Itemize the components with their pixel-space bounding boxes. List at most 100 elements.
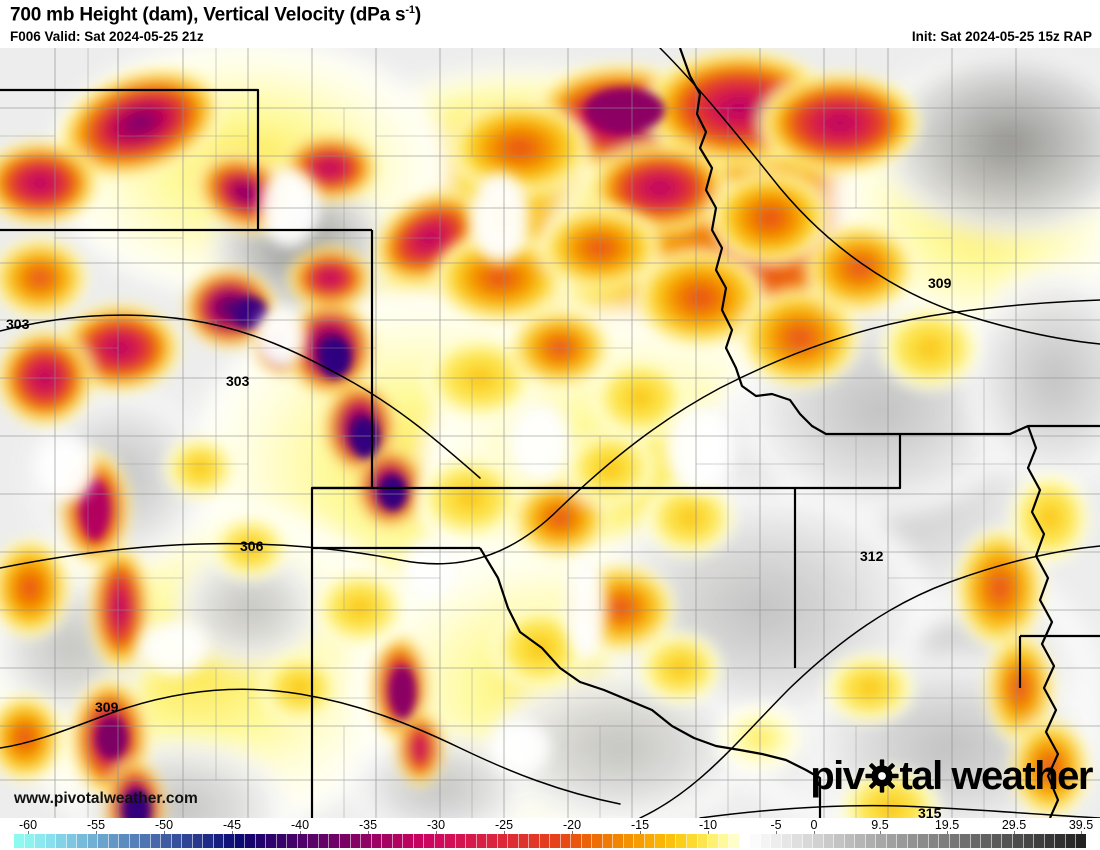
- colorbar-segment: [1002, 834, 1013, 848]
- page-title-exponent: -1: [405, 4, 415, 16]
- colorbar-segment: [655, 834, 666, 848]
- page-title-close: ): [414, 4, 421, 26]
- colorbar-segment: [350, 834, 362, 848]
- contour-label: 312: [860, 548, 884, 564]
- contour-label: 303: [226, 373, 250, 389]
- colorbar-segment: [760, 834, 772, 848]
- colorbar-segment: [708, 834, 719, 848]
- colorbar-tick-mark: [368, 831, 369, 834]
- colorbar-segment: [602, 834, 614, 848]
- colorbar-segment: [613, 834, 624, 848]
- contour-label-text-315: 315: [918, 805, 942, 818]
- colorbar-segment: [308, 834, 319, 848]
- colorbar-tick-label: -20: [562, 818, 582, 832]
- colorbar-segment: [687, 834, 698, 848]
- colorbar-segment: [245, 834, 256, 848]
- colorbar-segment: [886, 834, 898, 848]
- colorbar-segment: [361, 834, 372, 848]
- colorbar-tick-mark: [708, 831, 709, 834]
- colorbar-segment: [939, 834, 950, 848]
- gear-icon: [864, 759, 899, 793]
- contour-label-text-312: 312: [860, 548, 884, 564]
- colorbar-segment: [297, 834, 309, 848]
- colorbar-segment: [907, 834, 919, 848]
- colorbar-segment: [403, 834, 414, 848]
- colorbar-tick-label: -25: [494, 818, 514, 832]
- colorbar-segment: [66, 834, 78, 848]
- colorbar-segment: [802, 834, 814, 848]
- colorbar-tick-label: -55: [86, 818, 106, 832]
- page-title: 700 mb Height (dam), Vertical Velocity (…: [10, 4, 421, 26]
- colorbar-segment: [476, 834, 488, 848]
- colorbar-tick-label: 19.5: [934, 818, 960, 832]
- colorbar-segment: [960, 834, 971, 848]
- colorbar-segment: [119, 834, 130, 848]
- colorbar-tick-label: -5: [770, 818, 782, 832]
- colorbar-segment: [1023, 834, 1035, 848]
- colorbar-segment: [560, 834, 572, 848]
- logo-text-part1: piv: [810, 754, 865, 798]
- colorbar-segment: [697, 834, 709, 848]
- colorbar-tick-label: -40: [290, 818, 310, 832]
- map-canvas[interactable]: 303 303 306 309 309 312: [0, 48, 1100, 818]
- colorbar-tick-mark: [640, 831, 641, 834]
- colorbar-segment: [813, 834, 824, 848]
- colorbar-segment: [497, 834, 509, 848]
- contour-label-text-303a: 303: [6, 316, 30, 332]
- colorbar-segment: [792, 834, 803, 848]
- contour-label-text-306: 306: [240, 538, 264, 554]
- colorbar-segment: [424, 834, 435, 848]
- colorbar-segment: [550, 834, 561, 848]
- colorbar-segment: [382, 834, 393, 848]
- colorbar-segment: [392, 834, 404, 848]
- colorbar-segment: [255, 834, 267, 848]
- colorbar-segment: [171, 834, 183, 848]
- colorbar-segment: [928, 834, 940, 848]
- colorbar-segment: [844, 834, 856, 848]
- colorbar-segment: [981, 834, 992, 848]
- colorbar-segment: [865, 834, 877, 848]
- colorbar-segment: [224, 834, 235, 848]
- colorbar-tick-mark: [436, 831, 437, 834]
- colorbar-segment: [529, 834, 540, 848]
- colorbar-segment: [750, 834, 761, 848]
- contour-label: 309: [95, 699, 119, 715]
- colorbar-tick-mark: [504, 831, 505, 834]
- colorbar-strip: [14, 834, 1086, 848]
- colorbar-tick-label: -30: [426, 818, 446, 832]
- colorbar-tick-label: 39.5: [1068, 818, 1094, 832]
- colorbar-segment: [35, 834, 46, 848]
- colorbar-segment: [739, 834, 751, 848]
- colorbar-segment: [508, 834, 519, 848]
- colorbar-segment: [77, 834, 88, 848]
- contour-label-text-303b: 303: [226, 373, 250, 389]
- colorbar-tick-mark: [814, 831, 815, 834]
- contour-label: 309: [928, 275, 952, 291]
- colorbar-segment: [823, 834, 835, 848]
- colorbar-segment: [518, 834, 530, 848]
- contour-label: 315: [918, 805, 942, 818]
- colorbar-segment: [203, 834, 214, 848]
- colorbar-segment: [623, 834, 635, 848]
- colorbar-segment: [129, 834, 141, 848]
- map-graphic: 303 303 306 309 309 312: [0, 48, 1100, 818]
- colorbar-segment: [855, 834, 866, 848]
- colorbar-segment: [1034, 834, 1045, 848]
- colorbar-segment: [24, 834, 36, 848]
- colorbar-segment: [539, 834, 551, 848]
- colorbar-tick-label: 29.5: [1001, 818, 1027, 832]
- colorbar-segment: [98, 834, 109, 848]
- colorbar-segment: [14, 834, 25, 848]
- colorbar-segment: [729, 834, 740, 848]
- colorbar-tick-label: -35: [358, 818, 378, 832]
- map-header: 700 mb Height (dam), Vertical Velocity (…: [0, 0, 1100, 48]
- pivotal-weather-logo: piv: [810, 754, 1093, 798]
- colorbar-segment: [897, 834, 908, 848]
- colorbar-segment: [834, 834, 845, 848]
- colorbar-segment: [108, 834, 120, 848]
- colorbar-segment: [918, 834, 929, 848]
- colorbar-tick-mark: [96, 831, 97, 834]
- colorbar-tick-mark: [28, 831, 29, 834]
- colorbar-tick-mark: [164, 831, 165, 834]
- colorbar-tick-label: -60: [18, 818, 38, 832]
